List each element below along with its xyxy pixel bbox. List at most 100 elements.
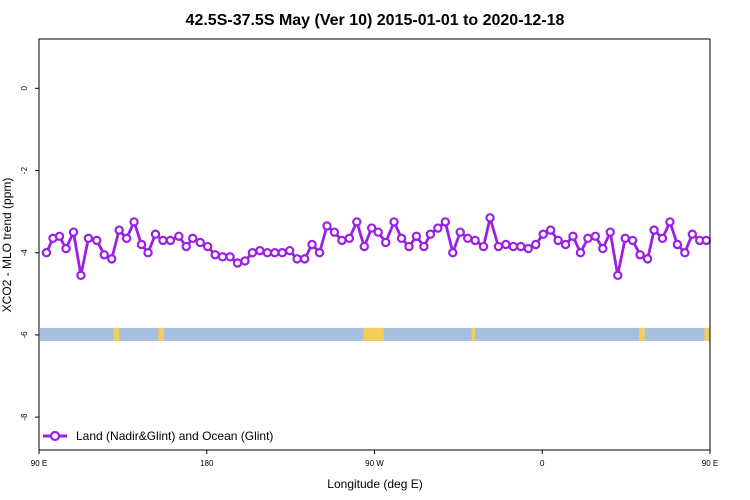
data-point	[143, 248, 153, 258]
data-point	[68, 227, 79, 237]
data-point	[560, 239, 571, 250]
data-point	[136, 239, 147, 250]
data-point	[106, 254, 117, 264]
data-point	[367, 223, 377, 233]
data-point	[389, 217, 399, 227]
x-tick-label: 90 E	[702, 459, 718, 468]
x-tick-label: 0	[540, 459, 545, 468]
data-point	[217, 252, 228, 262]
data-point	[448, 248, 458, 258]
data-point	[538, 229, 548, 239]
data-point	[121, 233, 132, 244]
legend-label: Land (Nadir&Glint) and Ocean (Glint)	[76, 429, 273, 443]
data-point	[92, 235, 102, 246]
y-tick-label: 0	[20, 86, 29, 91]
data-point	[501, 239, 511, 250]
data-point	[150, 229, 161, 239]
data-point	[605, 227, 615, 237]
data-point	[188, 233, 198, 244]
data-point	[508, 241, 519, 252]
data-point	[322, 221, 332, 231]
surface-band-land-3	[471, 327, 476, 341]
data-point	[583, 233, 593, 244]
data-point	[352, 217, 362, 227]
data-point	[531, 239, 541, 250]
data-point	[99, 250, 109, 260]
surface-band-land-0	[113, 327, 120, 341]
data-point	[174, 231, 184, 241]
data-point	[433, 223, 443, 233]
data-point	[672, 239, 683, 250]
legend: Land (Nadir&Glint) and Ocean (Glint)	[43, 429, 273, 443]
data-point	[404, 241, 414, 252]
data-point	[284, 245, 295, 256]
y-axis-label: XCO2 - MLO trend (ppm)	[0, 178, 14, 313]
x-tick-label: 180	[200, 459, 214, 468]
chart-title: 42.5S-37.5S May (Ver 10) 2015-01-01 to 2…	[186, 12, 565, 29]
data-point	[373, 227, 383, 237]
y-tick-label: -8	[20, 413, 29, 421]
data-point	[380, 237, 391, 248]
data-point	[590, 231, 601, 241]
data-point	[202, 241, 213, 252]
data-point	[485, 213, 495, 223]
data-point	[299, 254, 310, 264]
data-point	[635, 250, 645, 260]
x-axis-label: Longitude (deg E)	[327, 477, 422, 491]
data-point	[83, 233, 94, 244]
data-point	[613, 270, 623, 281]
data-point	[225, 252, 235, 262]
data-point	[158, 235, 168, 246]
data-point	[41, 248, 52, 258]
data-point	[620, 233, 630, 244]
data-point	[575, 248, 586, 258]
surface-band-land-5	[704, 327, 710, 341]
data-point	[545, 225, 556, 235]
surface-band-land-2	[363, 327, 384, 341]
data-point	[240, 256, 250, 266]
data-point	[470, 235, 480, 246]
data-point	[329, 227, 340, 237]
data-point	[419, 241, 429, 252]
data-point	[247, 248, 258, 258]
data-point	[568, 231, 578, 241]
data-point	[195, 237, 205, 248]
y-tick-label: -4	[20, 249, 29, 257]
data-point	[642, 254, 653, 264]
x-tick-label: 90 E	[31, 459, 47, 468]
data-point	[314, 248, 325, 258]
y-tick-label: -6	[20, 331, 29, 339]
data-point	[701, 235, 711, 246]
data-point	[181, 241, 191, 252]
data-point	[598, 243, 608, 254]
data-point	[649, 225, 659, 235]
data-point	[493, 241, 504, 252]
data-point	[277, 248, 287, 258]
data-point	[114, 225, 124, 235]
data-point	[411, 231, 422, 241]
data-point	[232, 258, 243, 268]
data-point	[553, 235, 563, 246]
data-point	[478, 241, 489, 252]
data-point	[292, 254, 302, 264]
data-point	[396, 233, 407, 244]
y-tick-label: -2	[20, 166, 29, 174]
data-point	[516, 241, 526, 252]
data-point	[255, 245, 265, 256]
data-point	[76, 270, 86, 281]
data-point	[165, 235, 176, 246]
data-point	[680, 248, 690, 258]
data-point	[462, 233, 473, 244]
x-tick-label: 90 W	[365, 459, 384, 468]
data-point	[523, 243, 533, 254]
plot-area	[40, 213, 711, 341]
data-point	[61, 243, 71, 254]
data-point	[307, 239, 317, 250]
data-point	[262, 248, 273, 258]
data-point	[425, 229, 436, 239]
data-point	[270, 248, 280, 258]
data-point	[665, 217, 675, 227]
surface-band-land-1	[158, 327, 164, 341]
data-point	[359, 241, 369, 252]
